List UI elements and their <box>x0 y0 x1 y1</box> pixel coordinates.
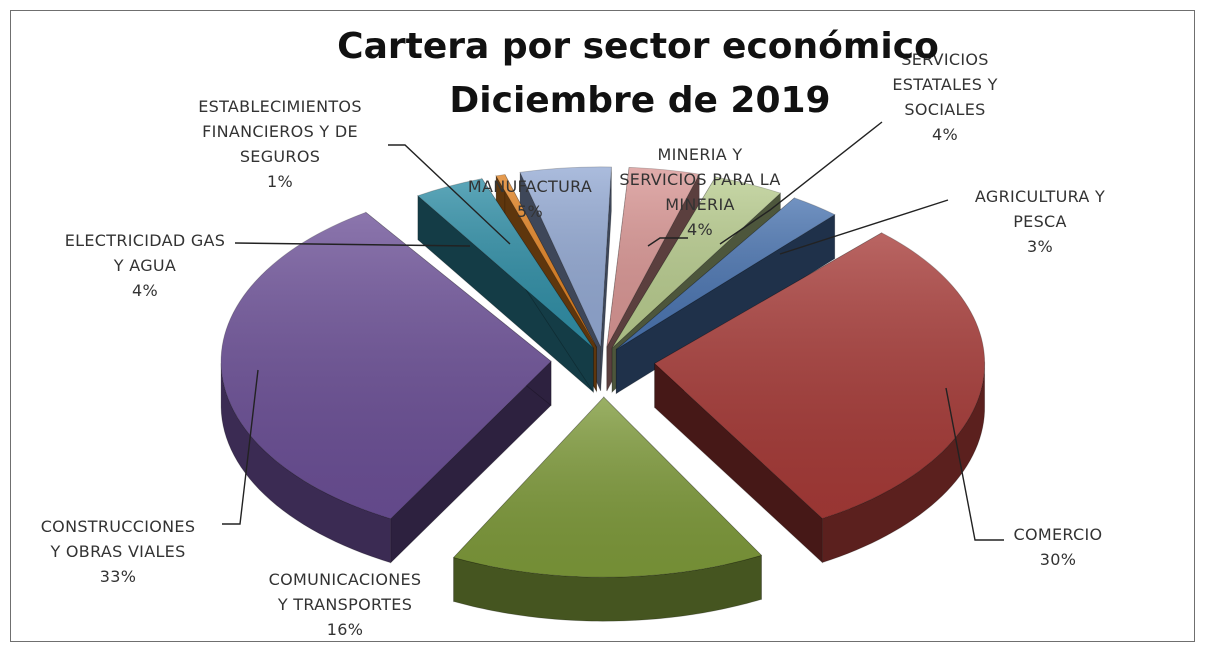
label-line-electricidad: Y AGUA <box>113 256 176 275</box>
label-manufactura: MANUFACTURA 5% <box>468 177 592 221</box>
label-pct-construcciones: 33% <box>100 567 136 586</box>
leader-financieros <box>388 144 511 245</box>
label-line-construcciones: Y OBRAS VIALES <box>49 542 185 561</box>
label-pct-comercio: 30% <box>1040 550 1076 569</box>
slice-sheen-comunicaciones <box>453 397 762 578</box>
leader-servicios <box>719 121 883 245</box>
leader-lines <box>222 121 1004 541</box>
slice-electricidad <box>417 177 594 394</box>
label-pct-servicios: 4% <box>932 125 958 144</box>
slice-sheen-manufactura <box>520 166 612 347</box>
label-agricultura: AGRICULTURA Y PESCA 3% <box>975 187 1105 256</box>
slice-sheen-construcciones <box>221 212 552 519</box>
label-line-servicios: SERVICIOS <box>901 50 989 69</box>
label-line-mineria: SERVICIOS PARA LA <box>619 170 780 189</box>
label-pct-manufactura: 5% <box>517 202 543 221</box>
label-line-financieros: FINANCIEROS Y DE <box>202 122 358 141</box>
leader-mineria <box>647 237 688 247</box>
slice-sheen-mineria <box>606 167 700 348</box>
label-line-mineria: MINERIA <box>665 195 734 214</box>
leader-comercio <box>945 387 1004 541</box>
label-line-agricultura: PESCA <box>1013 212 1067 231</box>
label-line-electricidad: ELECTRICIDAD GAS <box>65 231 226 250</box>
leader-agricultura <box>779 199 949 255</box>
slice-sheen-agricultura <box>616 197 835 350</box>
label-line-comercio: COMERCIO <box>1014 525 1103 544</box>
slice-side-construcciones-0 <box>390 360 552 564</box>
slice-labels: MINERIA Y SERVICIOS PARA LA MINERIA 4%SERVI… <box>41 50 1105 639</box>
pie-slices <box>220 166 986 622</box>
slice-sheen-financieros <box>496 174 597 348</box>
slice-agricultura <box>615 197 836 395</box>
slice-sheen-servicios <box>612 177 781 348</box>
slice-construcciones <box>220 211 552 564</box>
slice-sheen-electricidad <box>417 178 594 349</box>
label-line-agricultura: AGRICULTURA Y <box>975 187 1105 206</box>
slice-comunicaciones <box>452 396 763 622</box>
label-construcciones: CONSTRUCCIONES Y OBRAS VIALES 33% <box>41 517 196 586</box>
chart-title: Cartera por sector económico <box>337 26 939 67</box>
label-line-construcciones: CONSTRUCCIONES <box>41 517 196 536</box>
label-comunicaciones: COMUNICACIONES Y TRANSPORTES 16% <box>269 570 422 639</box>
label-pct-agricultura: 3% <box>1027 237 1053 256</box>
label-line-manufactura: MANUFACTURA <box>468 177 592 196</box>
leader-electricidad <box>234 242 471 247</box>
label-line-servicios: ESTATALES Y <box>892 75 997 94</box>
slice-sheen-comercio <box>654 232 985 519</box>
label-pct-comunicaciones: 16% <box>327 620 363 639</box>
label-servicios: SERVICIOS ESTATALES Y SOCIALES 4% <box>892 50 997 144</box>
label-pct-mineria: 4% <box>687 220 713 239</box>
leader-construcciones <box>222 369 259 525</box>
label-mineria: MINERIA Y SERVICIOS PARA LA MINERIA 4% <box>619 145 780 239</box>
label-financieros: ESTABLECIMIENTOS FINANCIEROS Y DE SEGUROS 1… <box>198 97 362 191</box>
label-comercio: COMERCIO 30% <box>1014 525 1103 569</box>
slice-side-manufactura-1 <box>600 166 612 391</box>
label-line-comunicaciones: Y TRANSPORTES <box>277 595 412 614</box>
chart-subtitle: Diciembre de 2019 <box>449 80 830 121</box>
label-electricidad: ELECTRICIDAD GAS Y AGUA 4% <box>65 231 226 300</box>
label-line-mineria: MINERIA Y <box>658 145 743 164</box>
label-pct-financieros: 1% <box>267 172 293 191</box>
slice-comercio <box>653 232 986 564</box>
label-line-comunicaciones: COMUNICACIONES <box>269 570 422 589</box>
label-pct-electricidad: 4% <box>132 281 158 300</box>
label-line-financieros: SEGUROS <box>240 147 320 166</box>
label-line-financieros: ESTABLECIMIENTOS <box>198 97 362 116</box>
label-line-servicios: SOCIALES <box>904 100 985 119</box>
